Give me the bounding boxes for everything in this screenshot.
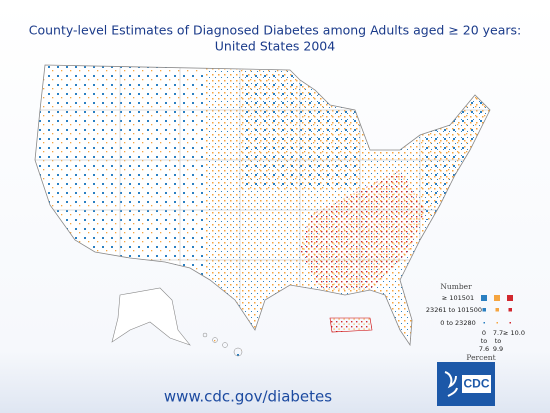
legend-column: to [495,337,502,345]
legend-row: 0 to 23280 [440,319,475,327]
cdc-logo: CDC [437,362,495,406]
legend-title: Number [440,282,472,291]
us-outline [34,64,491,347]
legend-column: to [481,337,488,345]
legend-column: 0 [482,329,486,337]
title: County-level Estimates of Diagnosed Diab… [29,23,522,38]
legend-title: Percent [466,353,495,362]
legend: Number ≥ 101501 23261 to 101500 0 to 232… [426,282,525,362]
alaska [111,287,191,346]
legend-row: 23261 to 101500 [426,306,482,314]
legend-row: ≥ 101501 [442,294,474,302]
logo-text: CDC [464,377,490,391]
title: United States 2004 [215,39,335,54]
legend-column: 7.7 [493,329,503,337]
legend-column: ≥ 10.0 [503,329,525,337]
legend-column: 7.6 [479,345,489,353]
footer-url[interactable]: www.cdc.gov/diabetes [164,388,332,406]
legend-column: 9.9 [493,345,503,353]
puerto-rico [329,317,373,333]
hawaii [202,332,243,357]
